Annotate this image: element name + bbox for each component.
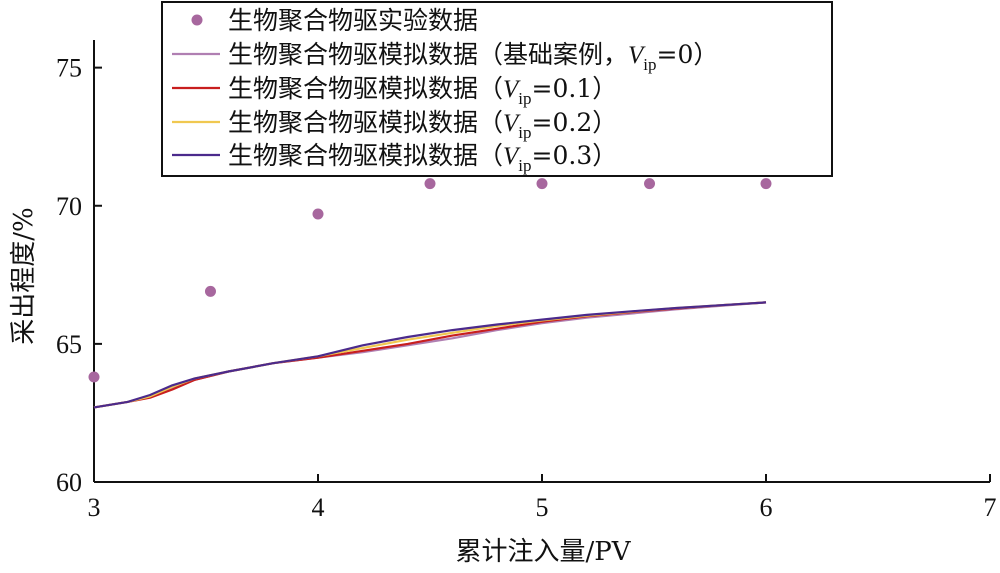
- legend-marker-scatter: [191, 14, 203, 26]
- x-tick-label: 3: [88, 493, 101, 522]
- y-axis-title: 采出程度/%: [9, 207, 39, 344]
- scatter-point: [536, 178, 548, 190]
- series-line-0: [93, 301, 767, 409]
- x-tick-label: 5: [536, 493, 549, 522]
- legend-label-0: 生物聚合物驱模拟数据（基础案例，Vip=0）: [228, 40, 718, 74]
- y-tick-label: 75: [56, 54, 82, 83]
- y-tick-label: 70: [56, 192, 82, 221]
- series-line-1: [93, 301, 767, 409]
- y-tick-label: 65: [56, 330, 82, 359]
- series-lines: [93, 301, 767, 409]
- scatter-points: [88, 178, 772, 383]
- x-tick-label: 4: [312, 493, 325, 522]
- scatter-point: [424, 178, 436, 190]
- legend-box: [161, 1, 833, 177]
- scatter-point: [760, 178, 772, 190]
- legend-label-3: 生物聚合物驱模拟数据（Vip=0.3）: [228, 141, 617, 175]
- scatter-point: [644, 178, 656, 190]
- plot-area: 3 4 5 6 7 60 65 70 75: [56, 40, 997, 522]
- series-line-2: [93, 301, 767, 409]
- legend-label-scatter: 生物聚合物驱实验数据: [228, 6, 478, 35]
- legend-label-1: 生物聚合物驱模拟数据（Vip=0.1）: [228, 74, 617, 108]
- y-ticks: 60 65 70 75: [56, 54, 102, 497]
- legend: 生物聚合物驱实验数据生物聚合物驱模拟数据（基础案例，Vip=0）生物聚合物驱模拟…: [161, 1, 833, 177]
- scatter-point: [204, 285, 216, 297]
- y-tick-label: 60: [56, 468, 82, 497]
- x-tick-label: 6: [760, 493, 773, 522]
- x-tick-label: 7: [984, 493, 997, 522]
- legend-label-2: 生物聚合物驱模拟数据（Vip=0.2）: [228, 108, 617, 142]
- x-ticks: 3 4 5 6 7: [88, 474, 997, 522]
- series-line-3: [93, 301, 767, 409]
- scatter-point: [88, 371, 100, 383]
- scatter-point: [312, 208, 324, 220]
- x-axis-title: 累计注入量/PV: [455, 537, 631, 567]
